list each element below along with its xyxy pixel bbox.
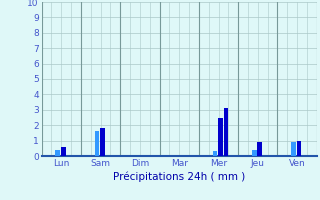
Bar bbox=[252, 150, 257, 156]
Bar bbox=[100, 128, 105, 156]
X-axis label: Précipitations 24h ( mm ): Précipitations 24h ( mm ) bbox=[113, 172, 245, 182]
Bar bbox=[55, 150, 60, 156]
Bar bbox=[61, 147, 66, 156]
Bar bbox=[212, 151, 217, 156]
Bar bbox=[291, 142, 296, 156]
Bar bbox=[95, 131, 100, 156]
Bar bbox=[224, 108, 228, 156]
Bar bbox=[257, 142, 262, 156]
Bar bbox=[297, 141, 301, 156]
Bar bbox=[218, 117, 223, 156]
